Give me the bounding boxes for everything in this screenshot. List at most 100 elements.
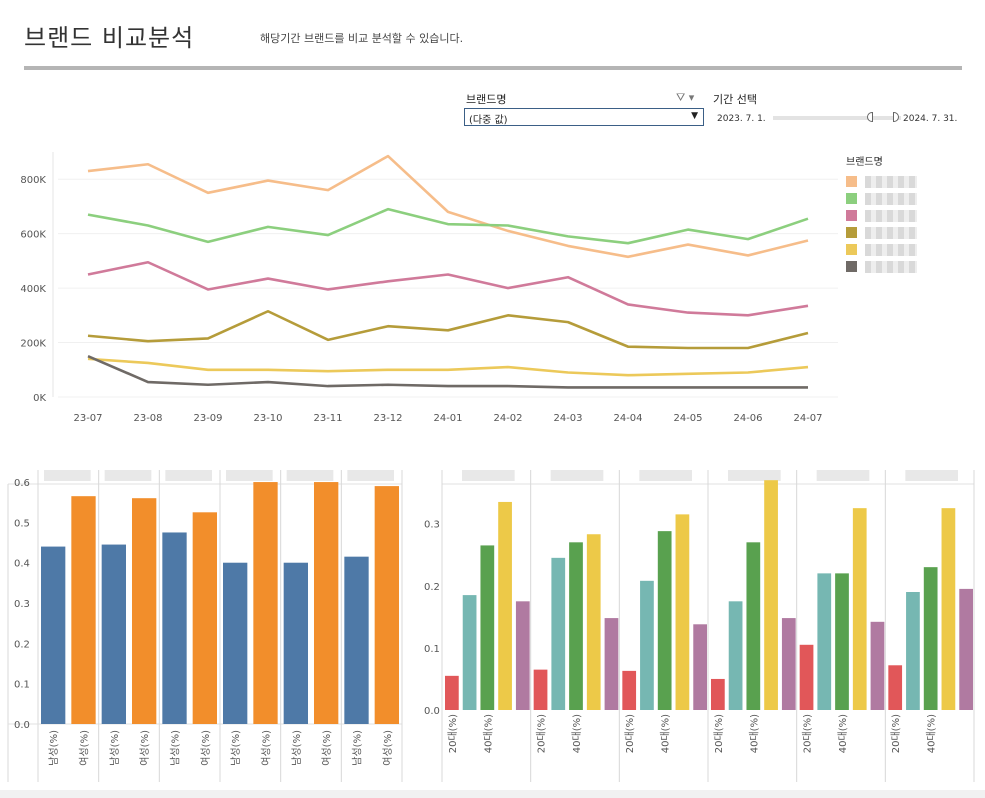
y-tick-label: 600K xyxy=(20,230,46,241)
group-header-redacted xyxy=(226,470,273,481)
legend-item[interactable] xyxy=(846,258,966,275)
series-line xyxy=(87,260,809,317)
group-header-redacted xyxy=(550,470,604,481)
brand-select-value: (다중 값) xyxy=(469,115,508,126)
age-bar xyxy=(764,480,778,710)
age-bar xyxy=(923,567,938,710)
legend-title: 브랜드명 xyxy=(846,157,883,168)
age-bar xyxy=(870,621,885,710)
x-tick-label: 40대(%) xyxy=(926,714,938,753)
age-bar xyxy=(586,534,601,710)
legend-swatch xyxy=(846,210,857,221)
male-bar xyxy=(283,562,308,724)
male-bar xyxy=(41,546,66,724)
x-tick-label: 남성(%) xyxy=(48,730,60,766)
period-slider-end-handle[interactable] xyxy=(893,112,899,122)
age-bar xyxy=(480,545,495,710)
gender-ratio-bar-chart: 0.0 0.1 0.2 0.3 0.4 0.5 0.6 남성(%) 여성(%) 남성(%) 여성(%… xyxy=(7,470,403,782)
x-tick-label: 여성(%) xyxy=(261,730,273,766)
x-tick-label: 여성(%) xyxy=(139,730,151,766)
female-bar xyxy=(132,498,157,724)
legend-label-redacted xyxy=(865,260,917,273)
x-tick-label: 23-08 xyxy=(133,413,162,424)
age-bar xyxy=(906,592,920,710)
female-bar xyxy=(71,496,96,724)
age-bar xyxy=(711,678,725,710)
female-bar xyxy=(253,482,278,724)
bottom-scroll-strip xyxy=(0,790,985,798)
legend-swatch xyxy=(846,193,857,204)
age-bar xyxy=(817,573,832,710)
group-header-redacted xyxy=(639,470,692,481)
age-bar xyxy=(498,501,512,710)
y-tick-label: 400K xyxy=(20,284,46,295)
x-tick-label: 23-11 xyxy=(313,413,342,424)
x-tick-label: 남성(%) xyxy=(352,730,364,766)
y-tick-label: 200K xyxy=(20,339,46,350)
legend-label-redacted xyxy=(865,192,917,205)
x-tick-label: 여성(%) xyxy=(382,730,394,766)
group-header-redacted xyxy=(462,470,515,481)
legend-swatch xyxy=(846,261,857,272)
y-tick-label: 0.4 xyxy=(14,559,30,570)
female-bar xyxy=(314,482,339,724)
x-tick-label: 24-03 xyxy=(553,413,582,424)
age-bar xyxy=(941,508,956,710)
legend-item[interactable] xyxy=(846,190,966,207)
legend-label-redacted xyxy=(865,209,917,222)
brand-legend: 브랜드명 xyxy=(846,153,966,275)
x-tick-label: 남성(%) xyxy=(230,730,242,766)
age-bar xyxy=(728,601,743,710)
brand-filter-label: 브랜드명 xyxy=(466,93,507,106)
x-tick-label: 24-04 xyxy=(613,413,642,424)
brand-select[interactable]: (다중 값) ▼ xyxy=(464,108,704,126)
series-line xyxy=(87,207,809,245)
y-tick-label: 0.0 xyxy=(424,706,440,717)
y-tick-label: 0.0 xyxy=(14,720,30,731)
y-tick-label: 0.2 xyxy=(14,639,30,650)
series-line xyxy=(87,357,809,377)
x-tick-label: 24-07 xyxy=(793,413,822,424)
period-start-value: 2023. 7. 1. xyxy=(717,114,766,124)
age-bar xyxy=(693,624,707,710)
age-bar xyxy=(622,670,637,710)
period-slider-track[interactable] xyxy=(773,116,901,120)
legend-swatch xyxy=(846,227,857,238)
age-bar xyxy=(799,644,814,710)
filter-clear-icon[interactable]: ⛛ ▾ xyxy=(676,91,695,104)
y-tick-label: 0.5 xyxy=(14,518,30,529)
legend-label-redacted xyxy=(865,175,917,188)
x-tick-label: 20대(%) xyxy=(536,714,548,753)
period-filter-label: 기간 선택 xyxy=(713,93,757,106)
title-divider xyxy=(24,66,962,70)
x-tick-label: 여성(%) xyxy=(79,730,91,766)
age-bar xyxy=(515,601,530,710)
x-tick-label: 20대(%) xyxy=(624,714,636,753)
female-bar xyxy=(374,486,399,724)
y-tick-label: 0.3 xyxy=(14,599,30,610)
x-tick-label: 23-07 xyxy=(73,413,102,424)
legend-label-redacted xyxy=(865,226,917,239)
age-bar xyxy=(569,542,583,710)
x-tick-label: 20대(%) xyxy=(447,714,459,753)
male-bar xyxy=(344,556,369,724)
age-bar xyxy=(640,580,654,710)
age-ratio-bar-chart: 0.0 0.1 0.2 0.3 20대(%) 40대(%) 20대(%) 40대(%) 20대(… xyxy=(424,470,975,782)
male-bar xyxy=(223,562,248,724)
group-header-redacted xyxy=(728,470,781,481)
legend-label-redacted xyxy=(865,243,917,256)
y-tick-label: 0K xyxy=(33,393,46,404)
x-tick-label: 23-10 xyxy=(253,413,282,424)
group-header-redacted xyxy=(165,470,212,481)
legend-item[interactable] xyxy=(846,224,966,241)
legend-item[interactable] xyxy=(846,207,966,224)
legend-item[interactable] xyxy=(846,241,966,258)
period-end-value: 2024. 7. 31. xyxy=(903,114,958,124)
period-slider-start-handle[interactable] xyxy=(867,112,873,122)
age-bar xyxy=(462,595,477,710)
x-tick-label: 40대(%) xyxy=(660,714,672,753)
page-description: 해당기간 브랜드를 비교 분석할 수 있습니다. xyxy=(260,32,464,45)
age-bar xyxy=(852,508,867,710)
age-bar xyxy=(675,514,690,710)
legend-item[interactable] xyxy=(846,173,966,190)
